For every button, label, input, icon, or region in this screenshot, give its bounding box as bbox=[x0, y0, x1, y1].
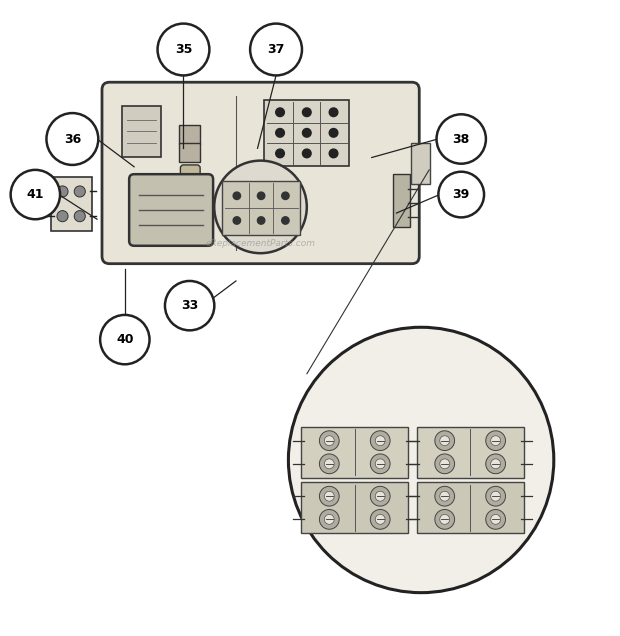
Circle shape bbox=[319, 487, 339, 506]
Circle shape bbox=[46, 113, 99, 165]
Text: 37: 37 bbox=[267, 43, 285, 56]
Circle shape bbox=[74, 211, 86, 222]
Circle shape bbox=[257, 192, 265, 200]
Circle shape bbox=[276, 149, 285, 158]
Circle shape bbox=[375, 491, 385, 501]
Circle shape bbox=[440, 436, 450, 446]
Circle shape bbox=[440, 515, 450, 524]
Circle shape bbox=[435, 509, 454, 529]
Circle shape bbox=[288, 328, 554, 593]
Circle shape bbox=[233, 192, 241, 200]
Circle shape bbox=[303, 149, 311, 158]
Text: 33: 33 bbox=[181, 299, 198, 312]
Circle shape bbox=[485, 431, 505, 450]
Circle shape bbox=[440, 491, 450, 501]
FancyBboxPatch shape bbox=[417, 482, 523, 534]
Circle shape bbox=[329, 149, 338, 158]
Circle shape bbox=[370, 454, 390, 474]
Circle shape bbox=[303, 108, 311, 116]
Circle shape bbox=[435, 431, 454, 450]
FancyBboxPatch shape bbox=[129, 174, 213, 245]
Circle shape bbox=[324, 515, 334, 524]
Circle shape bbox=[435, 454, 454, 474]
Circle shape bbox=[324, 459, 334, 469]
FancyBboxPatch shape bbox=[180, 165, 200, 188]
Text: 38: 38 bbox=[453, 132, 470, 146]
FancyBboxPatch shape bbox=[264, 99, 350, 166]
Circle shape bbox=[490, 436, 500, 446]
Text: 40: 40 bbox=[116, 333, 133, 346]
Circle shape bbox=[370, 487, 390, 506]
Circle shape bbox=[250, 24, 302, 76]
FancyBboxPatch shape bbox=[222, 181, 300, 235]
Circle shape bbox=[233, 217, 241, 224]
Text: 36: 36 bbox=[64, 132, 81, 146]
Circle shape bbox=[11, 170, 60, 219]
FancyBboxPatch shape bbox=[51, 177, 92, 231]
Circle shape bbox=[100, 315, 149, 364]
Text: eReplacementParts.com: eReplacementParts.com bbox=[206, 239, 316, 249]
Text: 35: 35 bbox=[175, 43, 192, 56]
FancyBboxPatch shape bbox=[301, 427, 408, 478]
Circle shape bbox=[370, 509, 390, 529]
Circle shape bbox=[165, 281, 215, 330]
Circle shape bbox=[324, 436, 334, 446]
Circle shape bbox=[57, 211, 68, 222]
Circle shape bbox=[324, 491, 334, 501]
Text: 39: 39 bbox=[453, 188, 470, 201]
Circle shape bbox=[303, 128, 311, 137]
Circle shape bbox=[329, 128, 338, 137]
Circle shape bbox=[370, 431, 390, 450]
Circle shape bbox=[74, 186, 86, 197]
FancyBboxPatch shape bbox=[179, 125, 200, 144]
Circle shape bbox=[214, 161, 307, 253]
Circle shape bbox=[438, 172, 484, 218]
Circle shape bbox=[485, 454, 505, 474]
FancyBboxPatch shape bbox=[417, 427, 523, 478]
FancyBboxPatch shape bbox=[411, 143, 430, 184]
Circle shape bbox=[329, 108, 338, 116]
Circle shape bbox=[281, 217, 289, 224]
Text: 41: 41 bbox=[27, 188, 44, 201]
FancyBboxPatch shape bbox=[392, 174, 410, 227]
Circle shape bbox=[485, 509, 505, 529]
Circle shape bbox=[276, 128, 285, 137]
Circle shape bbox=[375, 459, 385, 469]
Circle shape bbox=[257, 217, 265, 224]
FancyBboxPatch shape bbox=[179, 143, 200, 162]
Circle shape bbox=[319, 454, 339, 474]
Circle shape bbox=[440, 459, 450, 469]
FancyBboxPatch shape bbox=[122, 106, 161, 157]
Circle shape bbox=[157, 24, 210, 76]
Circle shape bbox=[436, 114, 486, 163]
Circle shape bbox=[276, 108, 285, 116]
Circle shape bbox=[375, 436, 385, 446]
Circle shape bbox=[281, 192, 289, 200]
Circle shape bbox=[319, 431, 339, 450]
Circle shape bbox=[490, 459, 500, 469]
Circle shape bbox=[375, 515, 385, 524]
FancyBboxPatch shape bbox=[102, 82, 419, 264]
Circle shape bbox=[435, 487, 454, 506]
Circle shape bbox=[485, 487, 505, 506]
Circle shape bbox=[490, 515, 500, 524]
Circle shape bbox=[490, 491, 500, 501]
Circle shape bbox=[319, 509, 339, 529]
Circle shape bbox=[57, 186, 68, 197]
FancyBboxPatch shape bbox=[301, 482, 408, 534]
